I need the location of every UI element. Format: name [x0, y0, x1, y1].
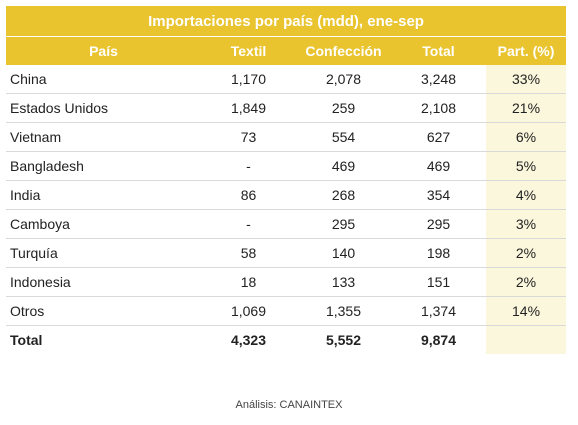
country-cell: Vietnam — [6, 122, 201, 152]
imports-table-container: Importaciones por país (mdd), ene-sep Pa… — [6, 6, 567, 354]
textil-cell: 86 — [201, 180, 296, 210]
confeccion-cell: 469 — [296, 151, 391, 181]
table-row: Estados Unidos 1,849 259 2,108 21% — [6, 93, 567, 123]
part-cell: 3% — [486, 209, 567, 239]
confeccion-cell: 2,078 — [296, 65, 391, 94]
part-cell: 5% — [486, 151, 567, 181]
confeccion-cell: 140 — [296, 238, 391, 268]
confeccion-cell: 268 — [296, 180, 391, 210]
table-row: India 86 268 354 4% — [6, 180, 567, 210]
table-row: China 1,170 2,078 3,248 33% — [6, 65, 567, 94]
textil-cell: 58 — [201, 238, 296, 268]
confeccion-cell: 295 — [296, 209, 391, 239]
part-cell: 2% — [486, 267, 567, 297]
confeccion-cell: 1,355 — [296, 296, 391, 326]
header-textil: Textil — [201, 36, 296, 65]
total-confeccion: 5,552 — [325, 332, 362, 348]
textil-cell: 1,170 — [201, 65, 296, 94]
country-cell: Estados Unidos — [6, 93, 201, 123]
total-cell: 151 — [391, 267, 486, 297]
total-cell: 295 — [391, 209, 486, 239]
table-row: Bangladesh - 469 469 5% — [6, 151, 567, 181]
confeccion-cell: 259 — [296, 93, 391, 123]
total-label: Total — [10, 332, 43, 348]
part-cell: 4% — [486, 180, 567, 210]
table-row: Camboya - 295 295 3% — [6, 209, 567, 239]
header-participacion: Part. (%) — [486, 36, 567, 65]
total-row: Total 4,323 5,552 9,874 — [6, 325, 567, 354]
confeccion-cell: 554 — [296, 122, 391, 152]
textil-cell: - — [201, 151, 296, 181]
total-total: 9,874 — [420, 332, 457, 348]
part-cell: 6% — [486, 122, 567, 152]
total-cell: 469 — [391, 151, 486, 181]
total-textil: 4,323 — [230, 332, 267, 348]
country-cell: Otros — [6, 296, 201, 326]
total-cell: 1,374 — [391, 296, 486, 326]
table-row: Otros 1,069 1,355 1,374 14% — [6, 296, 567, 326]
textil-cell: 73 — [201, 122, 296, 152]
part-cell: 2% — [486, 238, 567, 268]
textil-cell: - — [201, 209, 296, 239]
total-part — [486, 325, 567, 354]
total-cell: 627 — [391, 122, 486, 152]
textil-cell: 1,849 — [201, 93, 296, 123]
part-cell: 14% — [486, 296, 567, 326]
table-row: Turquía 58 140 198 2% — [6, 238, 567, 268]
header-pais: País — [6, 36, 201, 65]
table-row: Indonesia 18 133 151 2% — [6, 267, 567, 297]
header-total: Total — [391, 36, 486, 65]
total-cell: 3,248 — [391, 65, 486, 94]
country-cell: Camboya — [6, 209, 201, 239]
part-cell: 33% — [486, 65, 567, 94]
table-row: Vietnam 73 554 627 6% — [6, 122, 567, 152]
imports-table: Importaciones por país (mdd), ene-sep Pa… — [6, 6, 567, 354]
source-note: Análisis: CANAINTEX — [235, 399, 343, 411]
country-cell: Turquía — [6, 238, 201, 268]
part-cell: 21% — [486, 93, 567, 123]
country-cell: Indonesia — [6, 267, 201, 297]
country-cell: India — [6, 180, 201, 210]
total-cell: 198 — [391, 238, 486, 268]
country-cell: Bangladesh — [6, 151, 201, 181]
textil-cell: 18 — [201, 267, 296, 297]
header-confeccion: Confección — [296, 36, 391, 65]
textil-cell: 1,069 — [201, 296, 296, 326]
country-cell: China — [6, 65, 201, 94]
table-title: Importaciones por país (mdd), ene-sep — [6, 6, 567, 37]
confeccion-cell: 133 — [296, 267, 391, 297]
total-cell: 354 — [391, 180, 486, 210]
total-cell: 2,108 — [391, 93, 486, 123]
